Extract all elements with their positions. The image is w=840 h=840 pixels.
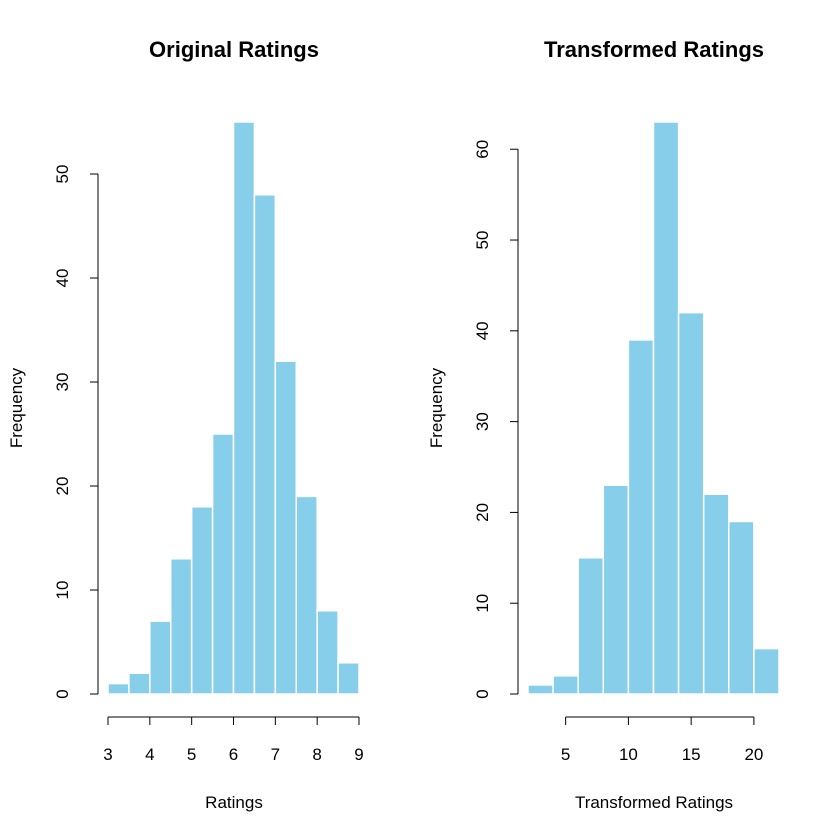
x-tick-label: 5 [561,745,570,764]
x-axis: 3 4 5 6 7 8 9 [103,716,364,764]
chart-title: Transformed Ratings [544,37,764,62]
histogram-bar [107,682,130,695]
y-tick-label: 20 [473,503,492,522]
x-tick-label: 20 [744,745,763,764]
histogram-bar [552,675,579,695]
histogram-bar [702,493,730,695]
histogram-bar [728,520,755,695]
y-tick-label: 50 [53,165,72,184]
y-axis: 0 10 20 30 40 50 60 [473,140,519,699]
histogram-bar [677,311,705,695]
histogram-bar [274,360,298,695]
histogram-bar [295,495,318,695]
histogram-bar [190,506,214,695]
histogram-bar [527,684,554,695]
y-tick-label: 50 [473,231,492,250]
histogram-bar [316,610,339,695]
y-tick-label: 0 [473,689,492,698]
y-tick-label: 60 [473,140,492,159]
y-axis-label: Frequency [427,367,446,448]
bars [107,121,360,695]
histogram-transformed-ratings: Transformed Ratings Transformed Ratings … [427,37,780,812]
x-tick-label: 7 [271,745,280,764]
x-tick-label: 4 [145,745,154,764]
chart-title: Original Ratings [149,37,319,62]
x-tick-label: 3 [103,745,112,764]
y-tick-label: 0 [53,689,72,698]
histogram-bar [170,558,193,695]
y-tick-label: 30 [473,412,492,431]
y-axis: 0 10 20 30 40 50 [53,165,99,699]
y-tick-label: 40 [473,321,492,340]
histogram-bar [232,121,256,695]
x-axis: 5 10 15 20 [561,716,763,764]
histogram-bar [602,484,630,695]
x-tick-label: 15 [682,745,701,764]
y-tick-label: 10 [53,581,72,600]
x-axis-label: Transformed Ratings [575,793,733,812]
histogram-original-ratings: Original Ratings Ratings Frequency 3 4 5 6 7… [7,37,364,812]
bars [527,121,780,695]
histogram-bar [753,647,780,695]
histogram-bar [577,557,605,695]
histogram-bar [211,433,235,695]
x-axis-label: Ratings [205,793,263,812]
y-axis-label: Frequency [7,367,26,448]
histogram-bar [337,662,360,695]
x-tick-label: 9 [354,745,363,764]
histogram-bar [627,339,655,695]
x-tick-label: 8 [312,745,321,764]
histogram-bar [253,194,277,695]
y-tick-label: 20 [53,477,72,496]
histogram-bar [149,620,172,695]
x-tick-label: 5 [187,745,196,764]
histogram-bar [652,121,680,695]
y-tick-label: 10 [473,594,492,613]
x-tick-label: 10 [619,745,638,764]
y-tick-label: 40 [53,269,72,288]
y-tick-label: 30 [53,373,72,392]
x-tick-label: 6 [229,745,238,764]
histogram-bar [128,672,151,695]
